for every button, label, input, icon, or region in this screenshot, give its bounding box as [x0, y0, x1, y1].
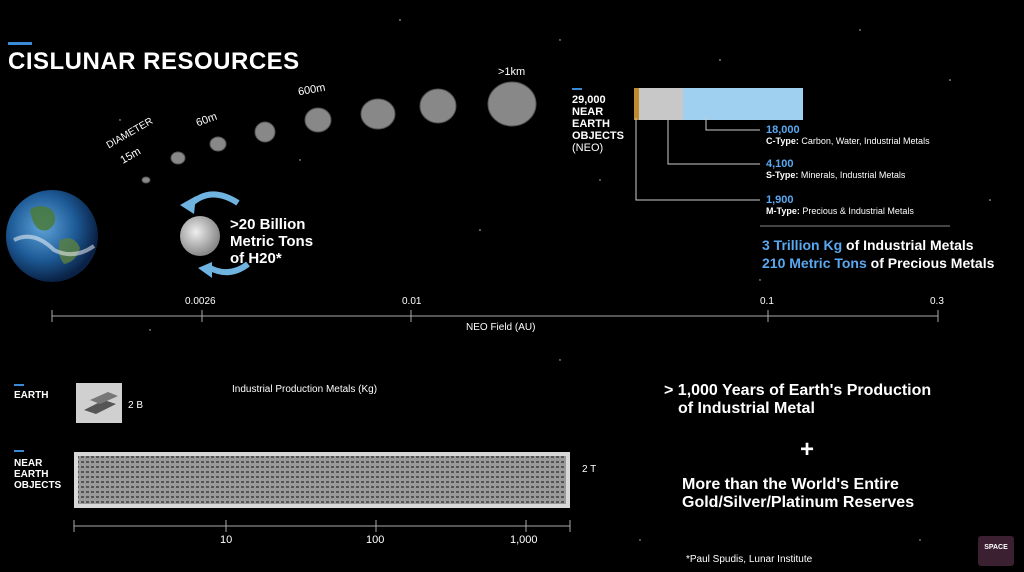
neo-type-desc: Minerals, Industrial Metals	[798, 170, 906, 180]
earth-value: 2 B	[128, 400, 144, 411]
asteroid-icon	[254, 121, 276, 143]
production-tick-label: 1,000	[510, 534, 538, 546]
neo-type-name: C-Type:	[766, 136, 799, 146]
neo-accent-bar	[572, 88, 582, 90]
page-title: CISLUNAR RESOURCES	[8, 48, 300, 75]
production-chart-title: Industrial Production Metals (Kg)	[232, 384, 378, 395]
au-axis-label: NEO Field (AU)	[466, 322, 536, 333]
asteroid-icon	[419, 88, 457, 124]
neo-row-accent-bar	[14, 450, 24, 452]
plus-sign: +	[800, 436, 815, 463]
size-label-1km: >1km	[498, 66, 526, 78]
neo-label-line: OBJECTS	[572, 130, 624, 142]
neo-row-label-line: OBJECTS	[14, 480, 62, 491]
asteroid-icon	[304, 107, 332, 133]
asteroid-icon	[209, 136, 227, 152]
moon-water-text: >20 Billion Metric Tons of H20*	[230, 216, 314, 267]
au-tick-label: 0.0026	[185, 296, 216, 307]
neo-row-label-line: EARTH	[14, 469, 49, 480]
claim-line: > 1,000 Years of Earth's Production	[664, 382, 932, 399]
neo-row-label-line: NEAR	[14, 458, 43, 469]
asteroid-icon	[360, 98, 396, 130]
neo-type-count: 1,900	[766, 194, 794, 206]
neo-type-name: S-Type:	[766, 170, 799, 180]
claim-line: Gold/Silver/Platinum Reserves	[682, 494, 915, 511]
neo-value: 2 T	[582, 464, 597, 475]
neo-row-label: NEAR EARTH OBJECTS	[14, 458, 61, 491]
neo-count: 29,000	[572, 94, 606, 106]
neo-label-line: EARTH	[572, 118, 610, 130]
asteroid-icon	[170, 151, 186, 165]
neo-count-block: 29,000 NEAR EARTH OBJECTS (NEO)	[572, 94, 624, 154]
precious-highlight: 210 Metric Tons	[762, 255, 867, 271]
neo-type-c: 18,000 C-Type: Carbon, Water, Industrial…	[766, 124, 930, 146]
earth-accent-bar	[14, 384, 24, 386]
au-tick-label: 0.1	[760, 296, 774, 307]
neo-type-desc: Carbon, Water, Industrial Metals	[798, 136, 930, 146]
logo-text: SPACE	[984, 544, 1008, 551]
claim-line: More than the World's Entire	[682, 476, 899, 493]
au-tick-label: 0.01	[402, 296, 422, 307]
earth-row-label: EARTH	[14, 390, 49, 401]
neo-type-m: 1,900 M-Type: Precious & Industrial Meta…	[766, 194, 914, 216]
title-accent-bar	[8, 42, 32, 45]
production-tick-label: 10	[220, 534, 233, 546]
claim-line: of Industrial Metal	[678, 400, 815, 417]
precious-rest: of Precious Metals	[866, 255, 995, 271]
industrial-metals-summary: 3 Trillion Kg of Industrial Metals	[762, 237, 974, 253]
industrial-rest: of Industrial Metals	[842, 237, 974, 253]
asteroid-icon	[487, 81, 537, 127]
asteroid-icon	[141, 176, 151, 184]
neo-type-count: 4,100	[766, 158, 794, 170]
neo-type-s: 4,100 S-Type: Minerals, Industrial Metal…	[766, 158, 905, 180]
neo-type-name: M-Type:	[766, 206, 800, 216]
claim-precious: More than the World's Entire Gold/Silver…	[682, 476, 914, 512]
channel-logo: SPACE	[978, 536, 1014, 566]
precious-metals-summary: 210 Metric Tons of Precious Metals	[762, 255, 994, 271]
neo-abbrev: (NEO)	[572, 142, 604, 154]
au-tick-label: 0.3	[930, 296, 944, 307]
claim-industrial: > 1,000 Years of Earth's Production of I…	[664, 382, 931, 418]
footnote: *Paul Spudis, Lunar Institute	[686, 554, 813, 565]
neo-type-count: 18,000	[766, 124, 800, 136]
industrial-highlight: 3 Trillion Kg	[762, 237, 843, 253]
production-tick-label: 100	[366, 534, 385, 546]
neo-type-desc: Precious & Industrial Metals	[799, 206, 914, 216]
neo-label-line: NEAR	[572, 106, 604, 118]
